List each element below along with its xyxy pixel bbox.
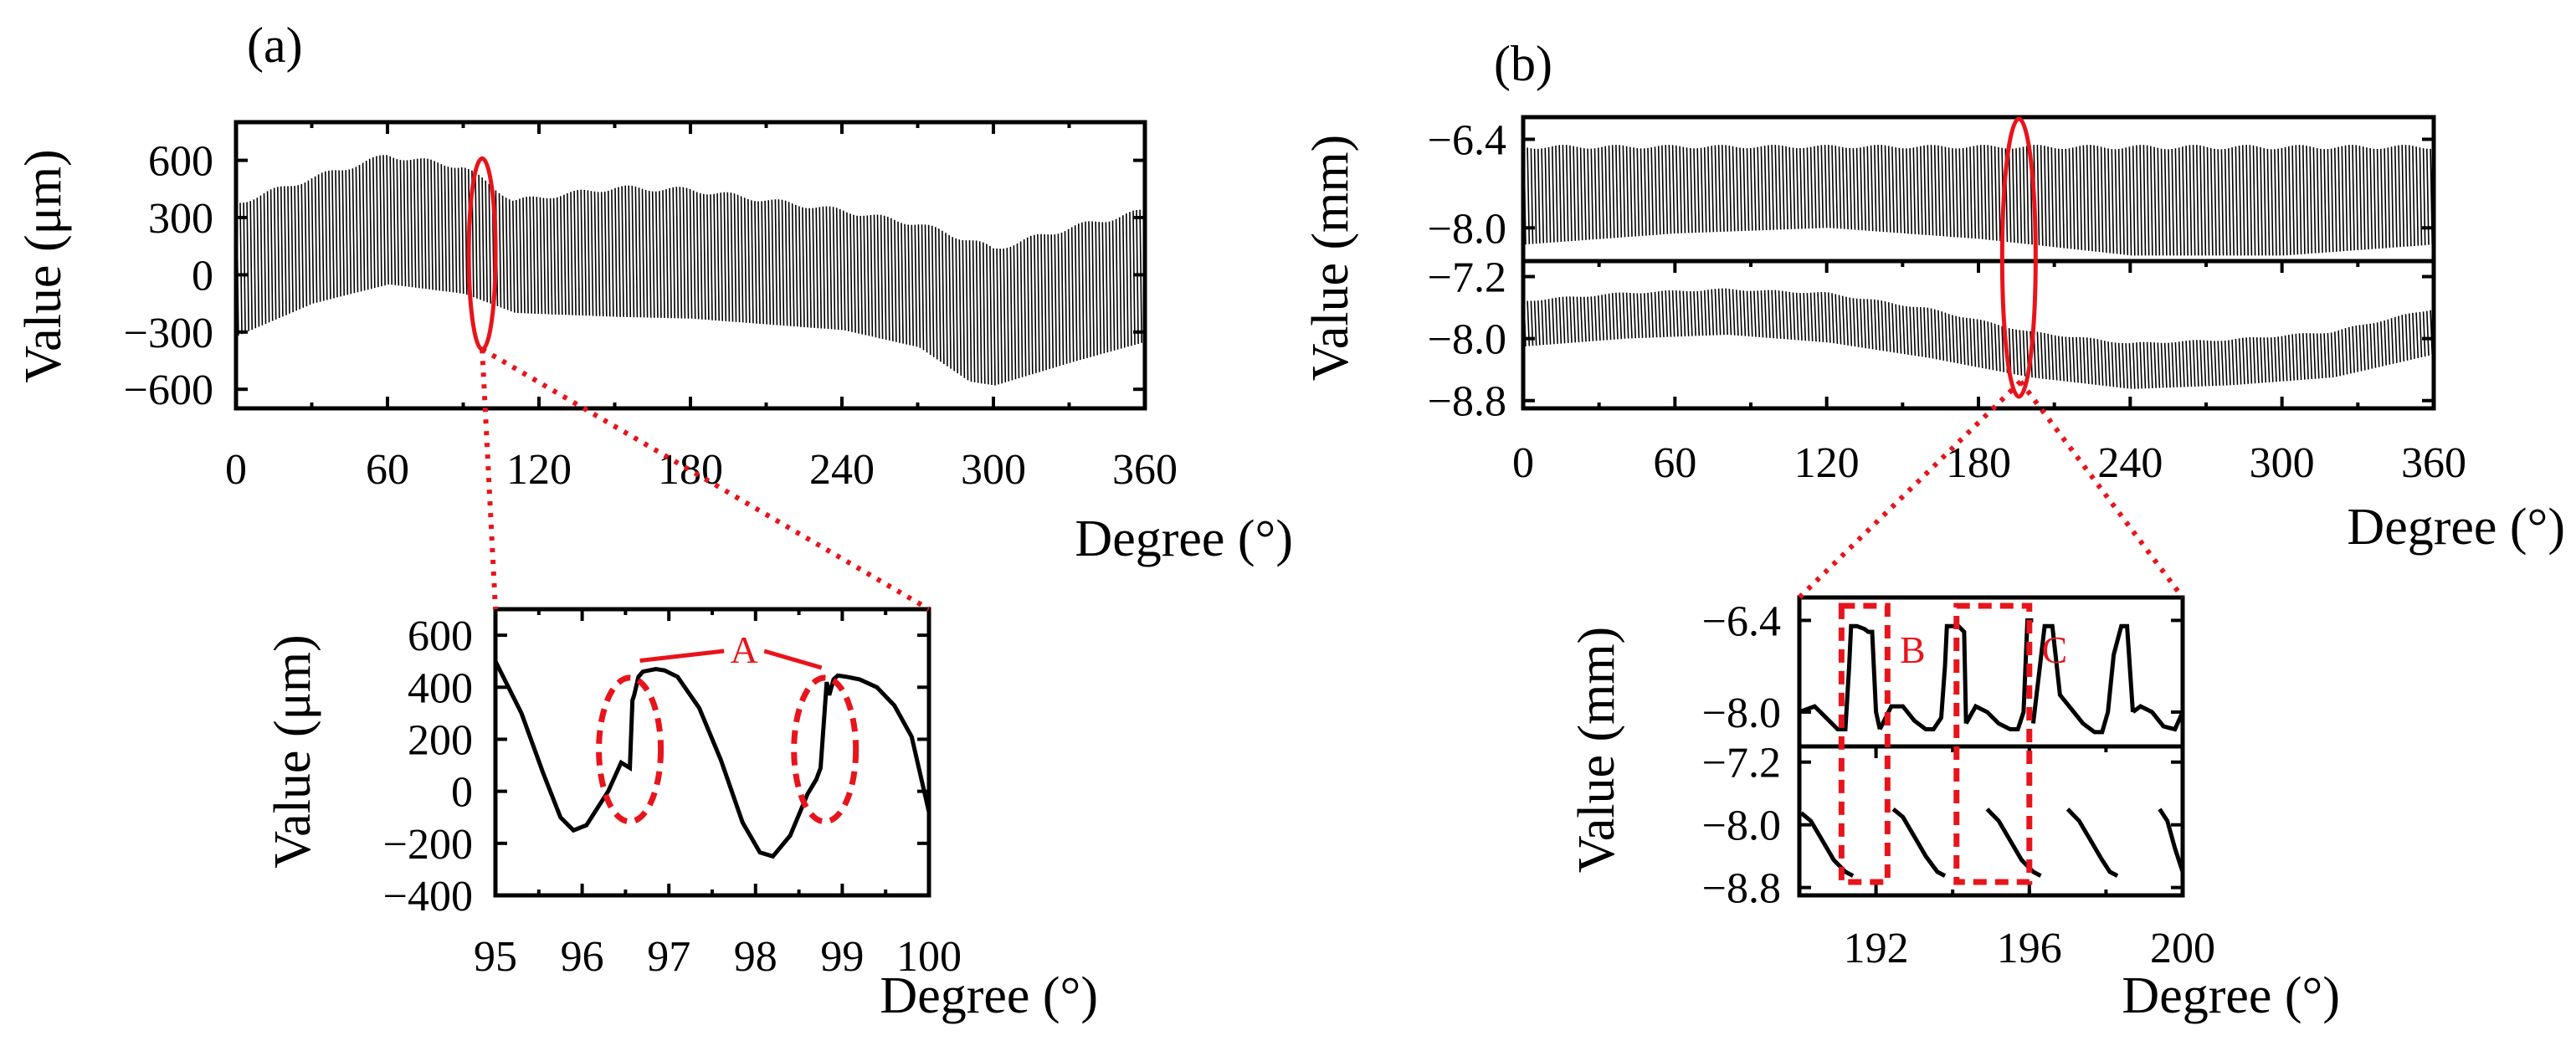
panel-b-label: (b): [1494, 36, 1552, 91]
panel-b-zoom-xtick-label: 192: [1844, 925, 1909, 972]
panel-a-xtick-label: 60: [366, 446, 409, 494]
panel-a-zoom-xtick-label: 95: [474, 933, 517, 981]
panel-a-zoom-xtick-label: 97: [647, 933, 690, 981]
panel-b-zoom-bottom-trace-2: [1891, 807, 1947, 878]
panel-a-zoom-ytick-label: 200: [408, 716, 473, 764]
panel-b-zoom-top-trace-5: [2132, 704, 2185, 732]
panel-a-zoom-xtick-label: 100: [896, 933, 962, 981]
panel-a-zoom-ytick-label: −400: [383, 873, 473, 920]
panel-b-bottom-ytick-label: −8.0: [1428, 316, 1506, 364]
panel-a-xtick-label: 360: [1112, 446, 1178, 494]
panel-a-xtick-label: 300: [961, 446, 1026, 494]
panel-b-zoom-bottom-trace-3: [1985, 808, 2042, 878]
panel-a-zoom-ytick-label: 600: [408, 613, 473, 660]
panel-a-xtick-label: 180: [658, 446, 723, 494]
panel-a-xtick-label: 240: [809, 446, 875, 494]
panel-a-zoom-connector-left: [480, 349, 498, 610]
panel-b-zoom-bottom-ytick-label: −7.2: [1702, 740, 1781, 787]
panel-a-ytick-label: 0: [192, 252, 213, 300]
panel-a-label: (a): [247, 18, 303, 73]
panel-b-xtick-label: 60: [1653, 439, 1696, 487]
panel-b-highlight-ellipse: [1999, 116, 2038, 399]
panel-b-xtick-label: 120: [1794, 439, 1860, 487]
panel-b-zoom-top-plot-frame: [1797, 595, 2185, 749]
panel-b-ylabel: Value (mm): [1302, 135, 1359, 381]
panel-b-zoom-connector-left: [1797, 379, 2023, 600]
panel-b-zoom-bottom-trace-1: [1799, 811, 1855, 878]
panel-a-zoom-ylabel: Value (μm): [264, 634, 321, 868]
panel-a-ytick-label: −600: [124, 367, 213, 414]
panel-b-zoom-bottom-trace-5: [2158, 808, 2185, 873]
panel-b-xtick-label: 240: [2097, 439, 2163, 487]
panel-a-zoom-ytick-label: 0: [451, 769, 473, 817]
panel-b-zoom-top-ytick-label: −6.4: [1702, 597, 1781, 645]
panel-b-xtick-label: 180: [1946, 439, 2011, 487]
panel-b-zoom-xtick-label: 196: [1997, 925, 2062, 972]
panel-a-zoom-xlabel: Degree (°): [880, 967, 1098, 1024]
panel-a-zoom-ytick-label: −200: [383, 821, 473, 869]
panel-a-ytick-label: −300: [124, 310, 213, 357]
annotation-a-label: A: [731, 628, 758, 671]
panel-a-zoom-xtick-label: 99: [820, 933, 864, 981]
panel-a-xtick-label: 0: [225, 446, 247, 494]
panel-b-zoom-top-ytick-label: −8.0: [1702, 690, 1781, 737]
panel-b-zoom-bottom-trace-4: [2065, 808, 2119, 878]
panel-b-zoom-xlabel: Degree (°): [2122, 967, 2340, 1024]
panel-b-zoom-top-trace-3: [1964, 618, 2034, 731]
panel-b-zoom-bottom-ytick-label: −8.8: [1702, 865, 1781, 913]
panel-b-top-signal-trace: [1523, 145, 2433, 256]
panel-b-xtick-label: 0: [1512, 439, 1534, 487]
annotation-b-box: [1838, 602, 1891, 885]
panel-a-ytick-label: 300: [148, 195, 213, 243]
panel-a-xtick-label: 120: [506, 446, 572, 494]
panel-b-bottom-ytick-label: −8.8: [1428, 378, 1506, 426]
panel-b-zoom-bottom-plot-frame: [1797, 744, 2185, 898]
panel-a-ylabel: Value (μm): [15, 149, 72, 382]
panel-b-zoom-top-trace-1: [1799, 623, 1882, 731]
panel-b-zoom-xtick-label: 200: [2150, 925, 2215, 972]
panel-b-zoom-connector-right: [2018, 380, 2185, 599]
panel-b-xtick-label: 300: [2250, 439, 2315, 487]
panel-b-bottom-ytick-label: −7.2: [1428, 254, 1506, 302]
panel-a-xlabel: Degree (°): [1075, 510, 1293, 567]
annotation-a-ellipse-1: [596, 674, 665, 825]
panel-a-signal-trace: [236, 155, 1146, 386]
annotation-a-leader-2: [763, 649, 823, 670]
panel-b-zoom-bottom-ytick-label: −8.0: [1702, 802, 1781, 850]
panel-a-zoom-xtick-label: 98: [734, 933, 777, 981]
panel-a-zoom-ytick-label: 400: [408, 664, 473, 712]
annotation-c-box: [1953, 602, 2033, 885]
annotation-a-ellipse-2: [791, 674, 860, 825]
panel-a-zoom-connector-right: [480, 346, 931, 612]
panel-b-zoom-top-trace-4: [2030, 623, 2135, 735]
annotation-b-label: B: [1900, 628, 1926, 671]
panel-b-top-ytick-label: −6.4: [1428, 116, 1506, 164]
annotation-a-leader-1: [639, 649, 725, 663]
panel-b-xlabel: Degree (°): [2347, 499, 2565, 556]
panel-b-bottom-signal-trace: [1523, 288, 2433, 389]
panel-a-ytick-label: 600: [148, 138, 213, 186]
annotation-c-label: C: [2041, 628, 2067, 671]
panel-b-xtick-label: 360: [2401, 439, 2466, 487]
panel-a-zoom-signal-trace: [493, 660, 931, 859]
panel-b-top-ytick-label: −8.0: [1428, 205, 1506, 253]
panel-a-zoom-xtick-label: 96: [561, 933, 604, 981]
panel-b-zoom-ylabel: Value (mm): [1568, 627, 1625, 873]
